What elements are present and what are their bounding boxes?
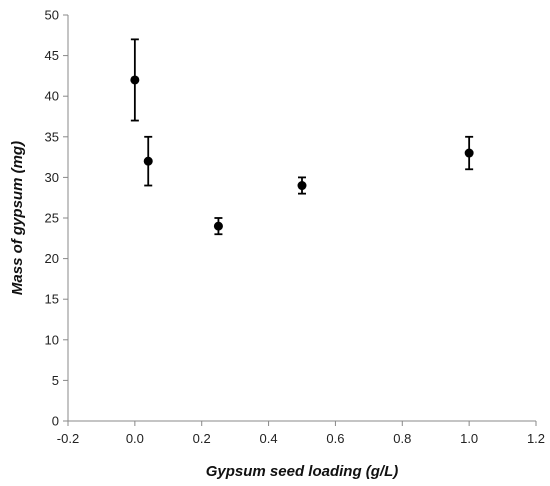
x-tick-label: 0.2 (193, 431, 211, 446)
y-tick-label: 15 (45, 292, 59, 307)
y-tick-label: 25 (45, 211, 59, 226)
x-tick-label: 0.0 (126, 431, 144, 446)
axes (67, 15, 536, 422)
ticks: 0 5 10 15 20 25 30 35 40 45 50 -0.2 0.0 0.2 0.4 0.6 0.8 1… (45, 8, 546, 447)
data-point (213, 221, 223, 231)
y-tick-label: 30 (45, 170, 59, 185)
y-tick-label: 5 (52, 373, 59, 388)
data-point (143, 156, 153, 166)
y-tick-label: 0 (52, 414, 59, 429)
data-point (130, 75, 140, 85)
y-tick-label: 20 (45, 251, 59, 266)
x-tick-label: -0.2 (57, 431, 79, 446)
y-tick-label: 40 (45, 89, 59, 104)
x-tick-label: 0.4 (260, 431, 278, 446)
x-axis-title: Gypsum seed loading (g/L) (206, 463, 399, 480)
x-tick-label: 0.6 (326, 431, 344, 446)
y-tick-label: 50 (45, 8, 59, 23)
x-tick-label: 1.2 (527, 431, 545, 446)
y-tick-label: 10 (45, 332, 59, 347)
y-tick-label: 45 (45, 48, 59, 63)
x-tick-label: 0.8 (393, 431, 411, 446)
x-tick-label: 1.0 (460, 431, 478, 446)
data-point (464, 148, 474, 158)
y-tick-label: 35 (45, 129, 59, 144)
y-axis-title: Mass of gypsum (mg) (9, 141, 26, 295)
data-series (130, 38, 474, 236)
data-point (297, 181, 307, 191)
